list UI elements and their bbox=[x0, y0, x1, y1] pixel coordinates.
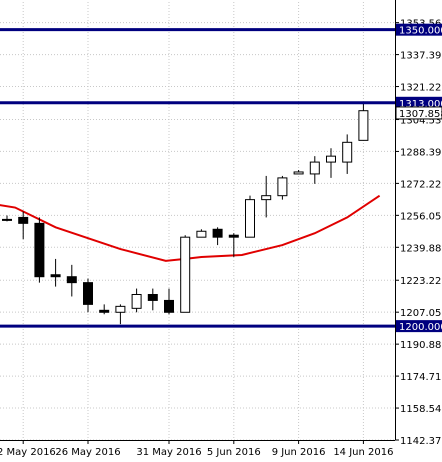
candle-body-bull bbox=[277, 177, 288, 197]
candle bbox=[245, 195, 255, 238]
y-tick-label: 1223.220 bbox=[400, 276, 442, 287]
y-tick-label: 1321.220 bbox=[400, 83, 442, 94]
candle bbox=[180, 235, 191, 313]
candle-body-bear bbox=[228, 234, 239, 238]
candle-body-bull bbox=[309, 161, 320, 175]
candle bbox=[83, 278, 93, 313]
x-tick-label: 14 Jun 2016 bbox=[333, 447, 393, 458]
y-tick-label: 1190.880 bbox=[400, 340, 442, 351]
candle-body-bull bbox=[358, 110, 369, 141]
y-tick-label: 1288.390 bbox=[400, 147, 442, 158]
candle bbox=[212, 227, 223, 246]
candle-body-bear bbox=[212, 228, 223, 238]
candle-body-bull bbox=[180, 236, 191, 313]
candle-body-bear bbox=[50, 274, 61, 278]
y-tick-label: 1158.540 bbox=[400, 404, 442, 415]
level-lines bbox=[0, 28, 395, 328]
candle bbox=[196, 229, 207, 238]
candle-body-bear bbox=[99, 309, 110, 313]
candle bbox=[99, 304, 110, 315]
x-tick-label: 9 Jun 2016 bbox=[272, 447, 326, 458]
candle bbox=[18, 211, 29, 240]
x-tick-label: 26 May 2016 bbox=[55, 447, 120, 458]
y-tick-label: 1239.880 bbox=[400, 243, 442, 254]
candle-body-bull bbox=[245, 199, 255, 238]
candle bbox=[277, 175, 288, 200]
y-tick-label: 1142.377 bbox=[400, 436, 442, 447]
candle-body-bear bbox=[164, 299, 174, 313]
candle bbox=[342, 134, 353, 174]
candle-body-bull bbox=[2, 218, 12, 221]
moving-average-line bbox=[0, 194, 381, 262]
level-price-tag: 1350.000 bbox=[396, 23, 442, 37]
y-axis-ticks: 1353.5601337.3901321.2201304.5301288.390… bbox=[395, 19, 442, 447]
y-tick-label: 1174.710 bbox=[400, 372, 442, 383]
level-tag-bg bbox=[396, 23, 442, 36]
candles bbox=[2, 102, 369, 325]
candle-body-bear bbox=[83, 282, 93, 305]
level-tag-bg bbox=[396, 96, 442, 109]
x-tick-label: 31 May 2016 bbox=[136, 447, 201, 458]
candle-body-bull bbox=[115, 305, 126, 313]
grid bbox=[0, 2, 395, 441]
candle bbox=[326, 148, 336, 178]
candle bbox=[293, 169, 304, 175]
x-tick-label: 5 Jun 2016 bbox=[207, 447, 261, 458]
candle-body-bear bbox=[18, 216, 29, 224]
candle bbox=[261, 175, 272, 218]
candle bbox=[115, 304, 126, 325]
candle bbox=[228, 233, 239, 257]
y-tick-label: 1337.390 bbox=[400, 51, 442, 62]
level-tag-bg bbox=[396, 320, 442, 333]
candle-body-bear bbox=[66, 276, 77, 284]
candle-body-bull bbox=[293, 171, 304, 175]
price-tags: 1350.000 1313.000 1200.000 1307.858 bbox=[395, 23, 442, 333]
y-tick-label: 1272.220 bbox=[400, 179, 442, 190]
candle bbox=[131, 288, 142, 313]
candle bbox=[309, 156, 320, 184]
candle bbox=[66, 264, 77, 297]
x-tick-label: 22 May 2016 bbox=[0, 447, 56, 458]
level-price-tag: 1313.000 bbox=[396, 96, 442, 110]
candle bbox=[34, 217, 45, 283]
level-tag-label: 1350.000 bbox=[399, 26, 442, 37]
candle bbox=[358, 102, 369, 141]
candle bbox=[164, 288, 174, 315]
current-price-bg bbox=[395, 106, 442, 120]
level-tag-label: 1313.000 bbox=[399, 99, 442, 110]
candle bbox=[2, 215, 12, 222]
candle-body-bull bbox=[131, 293, 142, 309]
candle-body-bull bbox=[342, 141, 353, 163]
candle-body-bull bbox=[326, 155, 336, 163]
axes bbox=[0, 0, 396, 441]
current-price-label: 1307.858 bbox=[399, 109, 442, 120]
y-tick-label: 1256.050 bbox=[400, 211, 442, 222]
moving-average bbox=[0, 194, 381, 262]
candle-body-bull bbox=[261, 195, 272, 201]
candle-body-bear bbox=[34, 222, 45, 278]
candle bbox=[147, 288, 158, 311]
y-tick-label: 1207.050 bbox=[400, 308, 442, 319]
candle-body-bull bbox=[196, 230, 207, 238]
candle bbox=[50, 258, 61, 287]
y-tick-label: 1304.530 bbox=[400, 116, 442, 127]
level-price-tag: 1200.000 bbox=[396, 320, 442, 333]
level-tag-label: 1200.000 bbox=[399, 322, 442, 333]
candle-body-bear bbox=[147, 293, 158, 301]
current-price-tag: 1307.858 bbox=[395, 106, 442, 120]
